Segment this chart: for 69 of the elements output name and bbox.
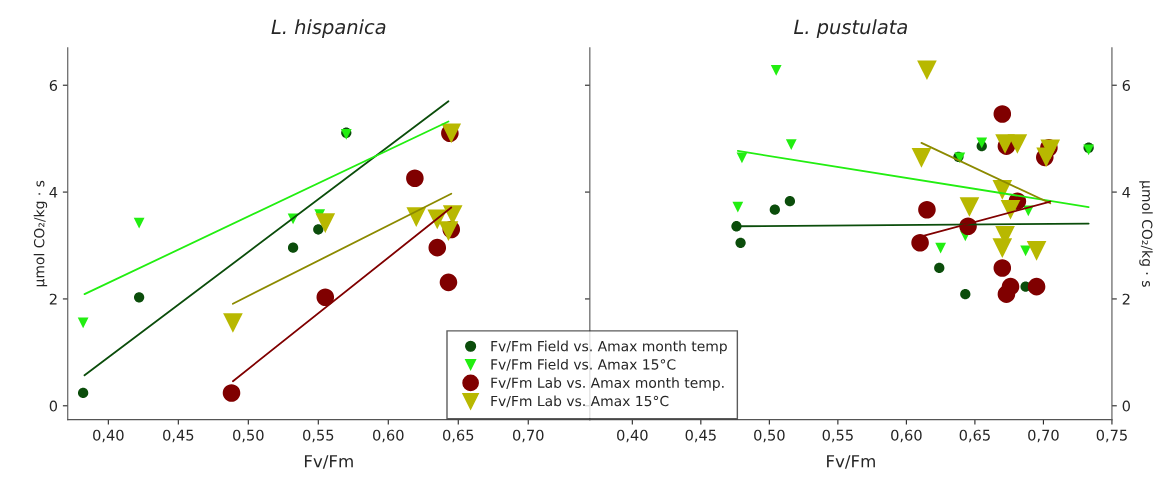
point [406, 169, 424, 187]
point [315, 213, 336, 233]
point [732, 201, 744, 213]
x-axis-title: Fv/Fm [827, 455, 875, 469]
point [917, 60, 937, 81]
point [133, 292, 145, 303]
point [287, 242, 299, 253]
point [735, 237, 746, 248]
point [770, 64, 782, 76]
x-tick-label: 0,65 [442, 429, 474, 443]
point [1007, 134, 1028, 154]
legend-label: Fv/Fm Lab vs. Amax 15°C [491, 395, 669, 408]
y-tick-label: 4 [1122, 186, 1131, 198]
legend-label: Fv/Fm Field vs. Amax month temp [491, 340, 727, 355]
y-axis-title: µmol CO₂/kg · s [33, 180, 48, 287]
y-axis-title: µmol CO₂/kg · s [1139, 181, 1153, 287]
point [316, 288, 335, 307]
y-tick-label: 0 [1122, 400, 1130, 412]
point [1000, 199, 1021, 220]
y-tick-label: 2 [1122, 293, 1130, 305]
point [439, 273, 458, 292]
point [1020, 245, 1031, 257]
x-tick-label: 0,75 [1096, 429, 1127, 443]
y-tick-label: 4 [49, 186, 58, 198]
point [911, 148, 932, 168]
point [935, 242, 947, 254]
y-tick-label: 0 [49, 400, 58, 412]
chart-title: L. hispanica [271, 19, 386, 38]
point [997, 285, 1016, 303]
point [785, 139, 797, 150]
x-tick-label: 0,40 [617, 429, 648, 443]
x-tick-label: 0,45 [685, 429, 716, 443]
x-tick-label: 0,70 [1028, 429, 1059, 443]
point [993, 259, 1012, 277]
y-tick-label: 2 [49, 293, 57, 305]
x-tick-label: 0,50 [233, 429, 264, 443]
x-tick-label: 0,70 [512, 429, 544, 443]
point [313, 224, 324, 235]
point [784, 196, 796, 207]
point [992, 238, 1013, 258]
x-axis-title: Fv/Fm [304, 455, 353, 469]
x-tick-label: 0,45 [163, 429, 194, 443]
x-tick-label: 0,65 [959, 429, 990, 443]
point [222, 384, 241, 402]
chart-title: L. pustulata [794, 19, 908, 38]
point [993, 105, 1012, 123]
y-tick-label: 6 [1122, 79, 1131, 91]
legend-label: Fv/Fm Field vs. Amax 15°C [491, 358, 676, 371]
point [133, 217, 145, 229]
x-tick-label: 0,55 [303, 429, 334, 443]
point [1027, 277, 1046, 296]
point [911, 234, 929, 252]
point [934, 262, 945, 274]
point [77, 317, 89, 329]
point [428, 238, 447, 257]
point [959, 197, 980, 217]
point [960, 288, 971, 300]
point [1026, 241, 1047, 261]
legend-label: Fv/Fm Lab vs. Amax month temp. [491, 377, 724, 391]
x-tick-label: 0,55 [822, 429, 853, 443]
x-tick-label: 0,60 [373, 429, 404, 443]
x-tick-label: 0,40 [93, 429, 124, 443]
point [223, 313, 243, 333]
point [77, 387, 89, 399]
x-tick-label: 0,60 [891, 429, 922, 443]
point [769, 204, 780, 215]
point [918, 200, 936, 219]
y-tick-label: 6 [49, 79, 58, 91]
x-tick-label: 0,50 [754, 429, 785, 443]
